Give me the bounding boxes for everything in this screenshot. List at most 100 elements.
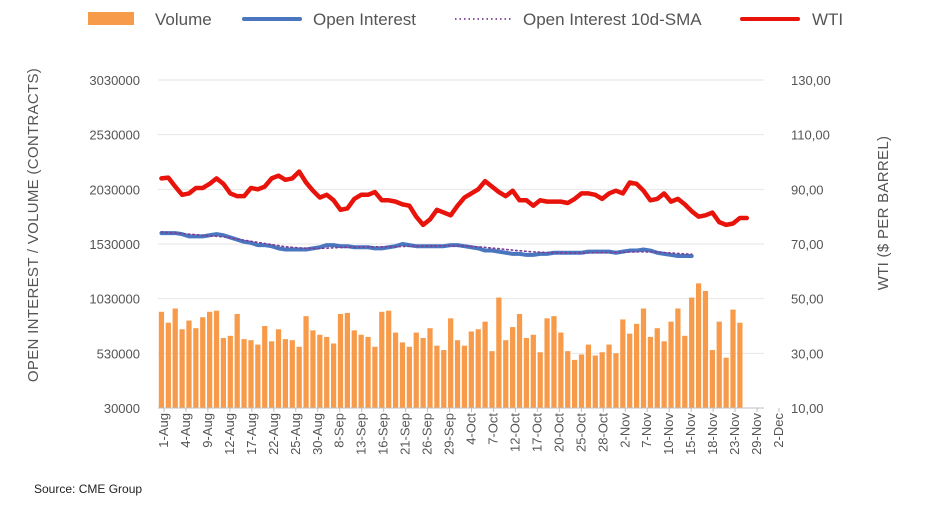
x-tick-label: 25-Aug bbox=[288, 413, 303, 455]
volume-bar bbox=[647, 336, 653, 408]
x-tick-label: 29-Nov bbox=[749, 413, 764, 455]
legend-label: WTI bbox=[812, 10, 843, 29]
volume-bar bbox=[516, 313, 523, 408]
volume-bar bbox=[723, 357, 729, 408]
volume-bars bbox=[158, 283, 743, 408]
gridlines bbox=[158, 79, 764, 354]
volume-bar bbox=[627, 333, 633, 408]
volume-bar bbox=[482, 321, 488, 408]
volume-bar bbox=[730, 309, 736, 408]
volume-bar bbox=[413, 332, 419, 408]
volume-bar bbox=[179, 329, 185, 408]
x-tick-label: 20-Oct bbox=[551, 413, 566, 452]
volume-bar bbox=[193, 328, 199, 408]
left-tick-label: 1530000 bbox=[89, 237, 140, 252]
volume-bar bbox=[406, 346, 412, 408]
series-lines bbox=[159, 169, 750, 259]
volume-bar bbox=[599, 352, 605, 408]
volume-bar bbox=[282, 339, 289, 408]
open-interest-sma-line bbox=[160, 231, 693, 255]
volume-bar bbox=[165, 322, 171, 408]
volume-bar bbox=[158, 311, 165, 408]
x-tick-label: 7-Nov bbox=[639, 413, 654, 448]
x-tick-label: 17-Oct bbox=[529, 413, 544, 452]
volume-bar bbox=[262, 326, 268, 408]
x-tick-label: 21-Sep bbox=[398, 413, 413, 455]
volume-bar bbox=[227, 335, 233, 408]
volume-bar bbox=[558, 332, 564, 408]
legend-label: Open Interest 10d-SMA bbox=[523, 10, 702, 29]
volume-bar bbox=[255, 344, 261, 408]
volume-bar bbox=[489, 351, 495, 408]
volume-bar bbox=[330, 343, 337, 408]
volume-bar bbox=[503, 340, 509, 408]
source-note: Source: CME Group bbox=[34, 482, 143, 496]
volume-bar bbox=[317, 334, 323, 408]
volume-bar bbox=[544, 318, 550, 408]
volume-bar bbox=[496, 297, 502, 408]
volume-bar bbox=[640, 308, 647, 408]
legend-entry-wti: WTI bbox=[740, 10, 843, 29]
volume-bar bbox=[530, 334, 536, 408]
volume-bar bbox=[475, 329, 481, 408]
volume-bar bbox=[289, 340, 295, 408]
volume-bar bbox=[234, 313, 240, 408]
left-axis-title: OPEN INTEREST / VOLUME (CONTRACTS) bbox=[25, 68, 42, 382]
volume-bar bbox=[613, 353, 619, 408]
x-tick-label: 23-Nov bbox=[727, 413, 742, 455]
volume-bar bbox=[420, 338, 426, 408]
volume-bar bbox=[551, 316, 557, 408]
legend-entry-oi: Open Interest bbox=[242, 10, 416, 29]
volume-bar bbox=[200, 317, 206, 408]
legend-entry-volume: Volume bbox=[88, 10, 212, 29]
x-axis-ticks: 1-Aug 4-Aug 9-Aug 12-Aug 17-Aug 22-Aug 25-Aug 3… bbox=[156, 408, 786, 455]
x-tick-label: 10-Nov bbox=[661, 413, 676, 455]
volume-bar bbox=[248, 340, 254, 408]
volume-bar bbox=[241, 339, 247, 408]
x-tick-label: 30-Aug bbox=[310, 413, 325, 455]
x-tick-label: 4-Aug bbox=[178, 413, 193, 448]
volume-bar bbox=[392, 332, 399, 408]
volume-bar bbox=[695, 283, 702, 408]
volume-bar bbox=[386, 310, 392, 408]
volume-bar bbox=[365, 336, 371, 408]
volume-bar bbox=[606, 344, 612, 408]
volume-bar bbox=[324, 336, 330, 408]
volume-bar bbox=[351, 330, 357, 408]
left-tick-label: 2030000 bbox=[89, 182, 140, 197]
left-tick-label: 30000 bbox=[104, 401, 140, 416]
volume-bar bbox=[213, 310, 220, 408]
legend-entry-sma: Open Interest 10d-SMA bbox=[455, 10, 702, 29]
volume-bar bbox=[578, 354, 585, 408]
volume-bar bbox=[682, 335, 688, 408]
left-tick-label: 1030000 bbox=[89, 292, 140, 307]
volume-bar bbox=[275, 329, 282, 408]
right-tick-label: 50,00 bbox=[791, 292, 824, 307]
volume-bar bbox=[303, 316, 309, 408]
volume-bar bbox=[510, 327, 516, 408]
volume-bar bbox=[620, 319, 626, 408]
volume-bar bbox=[716, 321, 722, 408]
volume-bar bbox=[654, 328, 660, 408]
right-axis-ticks: 10,00 30,00 50,00 70,00 90,00 110,00 130,00 bbox=[791, 73, 831, 416]
left-tick-label: 2530000 bbox=[89, 128, 140, 143]
x-tick-label: 1-Aug bbox=[156, 413, 171, 448]
x-tick-label: 29-Sep bbox=[442, 413, 457, 455]
right-tick-label: 110,00 bbox=[791, 128, 830, 143]
volume-bar bbox=[523, 338, 530, 408]
x-tick-label: 25-Oct bbox=[573, 413, 588, 452]
x-tick-label: 12-Aug bbox=[222, 413, 237, 455]
volume-bar bbox=[296, 346, 302, 408]
volume-bar bbox=[661, 341, 667, 408]
left-tick-label: 530000 bbox=[97, 346, 140, 361]
x-tick-label: 2-Dec bbox=[771, 413, 786, 448]
legend-label: Open Interest bbox=[313, 10, 416, 29]
legend-label: Volume bbox=[155, 10, 212, 29]
volume-bar bbox=[441, 350, 447, 408]
x-tick-label: 16-Sep bbox=[376, 413, 391, 455]
x-tick-label: 26-Sep bbox=[420, 413, 435, 455]
volume-bar bbox=[633, 323, 640, 408]
volume-bar bbox=[172, 308, 178, 408]
volume-bar bbox=[269, 341, 275, 408]
